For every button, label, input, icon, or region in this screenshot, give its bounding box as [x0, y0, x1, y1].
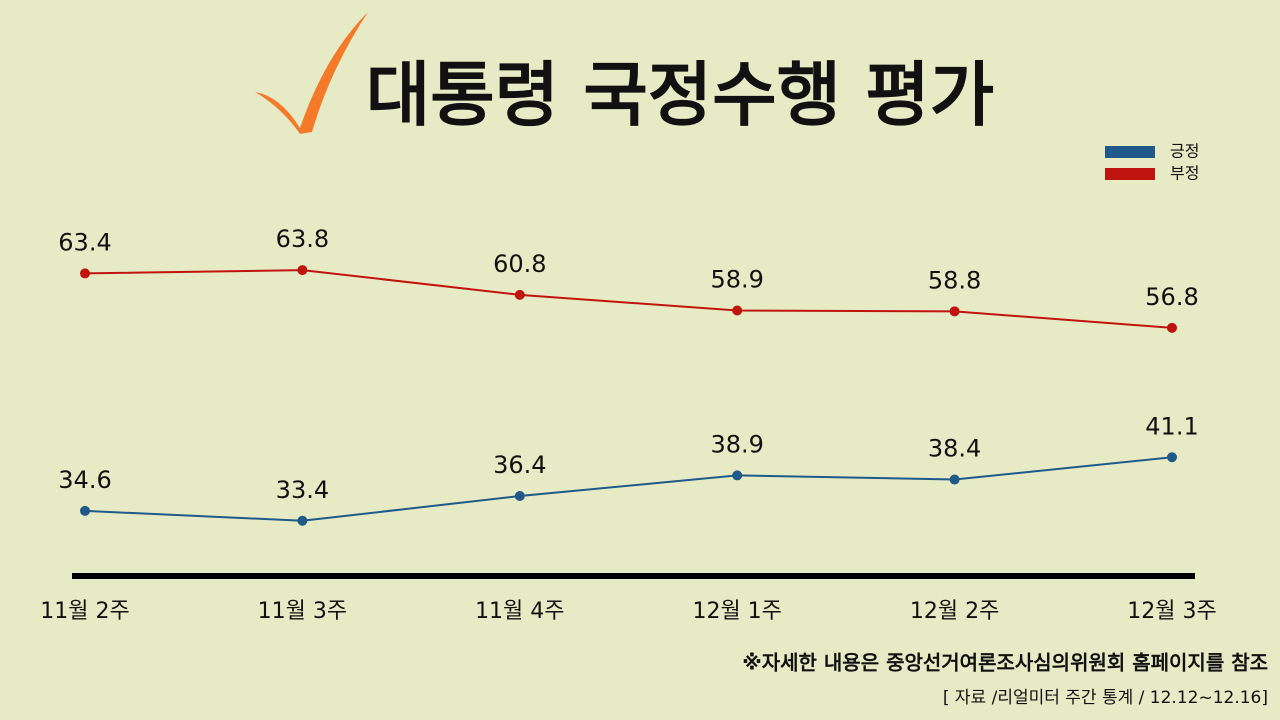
x-tick-label: 12월 1주: [692, 599, 781, 624]
x-tick-label: 11월 3주: [258, 599, 347, 624]
point: [949, 306, 960, 317]
point: [1167, 452, 1177, 463]
value-label: 63.8: [276, 225, 329, 253]
value-label: 38.4: [928, 435, 981, 463]
value-label: 58.8: [928, 266, 981, 294]
point: [80, 505, 90, 516]
point: [514, 289, 525, 300]
value-label: 63.4: [58, 228, 111, 256]
note: ※자세한 내용은 중앙선거여론조사심의위원회 홈페이지를 참조: [742, 651, 1268, 675]
point: [80, 268, 90, 279]
legend-swatch: [1105, 146, 1155, 158]
x-tick-label: 11월 4주: [475, 599, 564, 624]
chart-title: 대통령 국정수행 평가: [366, 54, 994, 136]
value-label: 33.4: [276, 476, 329, 504]
point: [949, 474, 960, 485]
line: [84, 456, 1173, 522]
x-tick-label: 12월 3주: [1127, 599, 1216, 624]
point: [732, 470, 743, 481]
x-tick-label: 12월 2주: [910, 599, 999, 624]
value-label: 58.9: [710, 266, 763, 294]
point: [1167, 322, 1177, 333]
point: [514, 491, 525, 502]
value-label: 56.8: [1145, 283, 1198, 311]
value-label: 38.9: [710, 430, 763, 458]
x-tick-label: 11월 2주: [40, 599, 129, 624]
source: [ 자료 /리얼미터 주간 통계 / 12.12~12.16]: [943, 688, 1268, 708]
value-label: 36.4: [493, 451, 546, 479]
value-label: 60.8: [493, 250, 546, 278]
line: [84, 269, 1173, 329]
check-icon: [255, 12, 368, 134]
point: [732, 305, 743, 316]
point: [297, 515, 308, 526]
legend-label: 부정: [1170, 164, 1199, 183]
legend-swatch: [1105, 168, 1155, 180]
legend-label: 긍정: [1170, 142, 1199, 161]
value-label: 41.1: [1145, 412, 1198, 440]
value-label: 34.6: [58, 466, 111, 494]
point: [297, 265, 308, 276]
